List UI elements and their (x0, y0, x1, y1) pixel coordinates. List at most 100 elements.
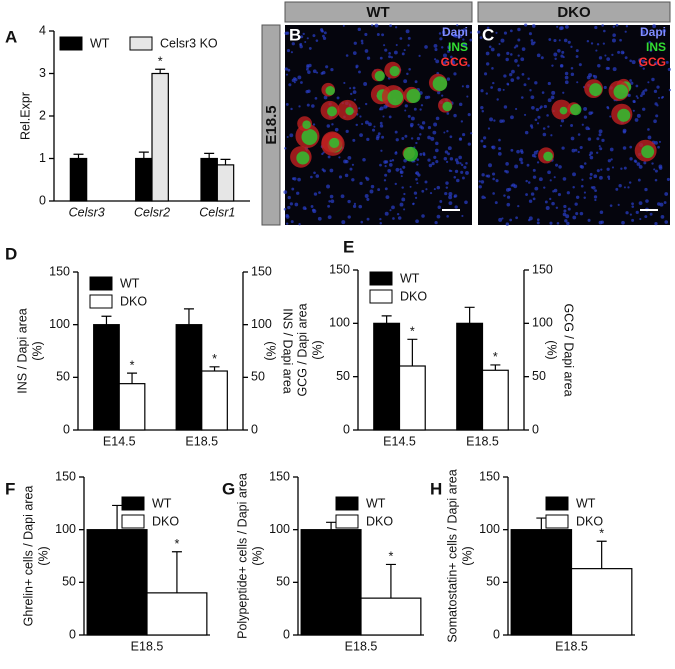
islet-ins (302, 120, 311, 129)
nucleus (455, 161, 460, 165)
islet-ins (403, 146, 418, 162)
nucleus (365, 176, 368, 180)
nucleus (564, 75, 569, 80)
nucleus (644, 215, 648, 219)
nucleus (381, 135, 385, 139)
nucleus (313, 171, 316, 175)
nucleus (534, 81, 538, 85)
nucleus (593, 174, 598, 179)
nucleus (504, 169, 507, 173)
legend-swatch (369, 271, 393, 286)
nucleus (406, 72, 409, 76)
nucleus (453, 72, 457, 76)
nucleus (439, 37, 443, 41)
nucleus (564, 219, 568, 223)
nucleus (395, 138, 399, 142)
legend-label: WT (400, 271, 420, 285)
nucleus (495, 179, 499, 183)
nucleus (631, 205, 635, 208)
nucleus (382, 115, 385, 118)
nucleus (496, 53, 501, 57)
nucleus (370, 184, 375, 189)
nucleus (540, 56, 544, 60)
x-tick-label: E18.5 (555, 639, 588, 653)
nucleus (413, 191, 418, 195)
nucleus (379, 106, 384, 111)
nucleus (366, 137, 370, 141)
nucleus (391, 205, 395, 210)
nucleus (645, 199, 649, 203)
nucleus (485, 62, 490, 66)
image-header: DKO (557, 4, 591, 21)
nucleus (334, 127, 339, 132)
nucleus (659, 202, 664, 207)
nucleus (632, 109, 635, 112)
y2-axis-label: (%) (545, 340, 559, 359)
nucleus (352, 204, 357, 209)
nucleus (549, 179, 552, 182)
legend-swatch (129, 36, 153, 51)
legend-swatch (89, 294, 113, 309)
nucleus (315, 39, 319, 42)
nucleus (435, 141, 439, 146)
nucleus (631, 202, 634, 206)
nucleus (460, 120, 464, 123)
nucleus (432, 130, 437, 135)
nucleus (285, 215, 290, 219)
nucleus (585, 126, 590, 131)
nucleus (454, 34, 459, 38)
nucleus (579, 211, 584, 216)
nucleus (353, 41, 357, 45)
nucleus (372, 128, 376, 132)
nucleus (433, 44, 438, 48)
nucleus (459, 35, 463, 39)
nucleus (611, 166, 615, 169)
nucleus (565, 214, 570, 219)
nucleus (525, 193, 528, 196)
nucleus (434, 148, 439, 153)
nucleus (481, 173, 485, 177)
nucleus (327, 155, 331, 159)
nucleus (549, 197, 552, 201)
nucleus (330, 67, 334, 72)
nucleus (405, 29, 410, 34)
y-tick-label: 2 (39, 108, 46, 122)
y-tick-label: 50 (486, 575, 500, 589)
nucleus (293, 77, 297, 81)
nucleus (607, 159, 611, 163)
nucleus (352, 86, 356, 90)
nucleus (588, 111, 593, 116)
nucleus (300, 81, 303, 84)
error-bar (326, 521, 337, 530)
nucleus (653, 168, 656, 171)
nucleus (312, 69, 317, 74)
nucleus (366, 197, 370, 201)
nucleus (329, 194, 334, 199)
nucleus (510, 115, 514, 120)
y-axis-label: (%) (250, 546, 264, 565)
nucleus (483, 136, 487, 140)
nucleus (520, 96, 524, 99)
nucleus (317, 216, 322, 221)
nucleus (366, 217, 370, 221)
nucleus (592, 186, 596, 190)
nucleus (287, 205, 291, 210)
legend-label: DKO (366, 514, 393, 528)
nucleus (418, 54, 421, 58)
nucleus (644, 88, 648, 92)
nucleus (589, 176, 593, 180)
nucleus (559, 124, 563, 127)
nucleus (654, 102, 658, 106)
nucleus (654, 61, 658, 66)
nucleus (540, 105, 543, 109)
nucleus (636, 162, 641, 166)
nucleus (445, 59, 448, 63)
nucleus (369, 189, 374, 194)
nucleus (366, 56, 371, 60)
nucleus (388, 115, 392, 119)
nucleus (477, 30, 481, 34)
nucleus (443, 131, 446, 134)
nucleus (445, 181, 449, 185)
nucleus (590, 42, 594, 45)
nucleus (532, 168, 536, 172)
